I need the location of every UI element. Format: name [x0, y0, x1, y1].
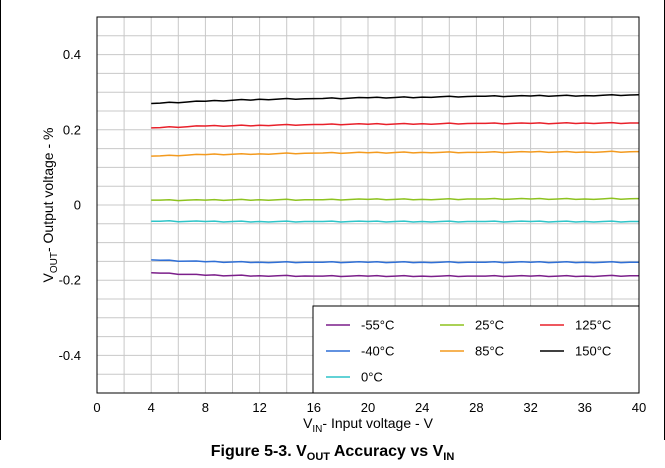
- x-tick-label: 32: [523, 400, 537, 415]
- x-tick-label: 40: [632, 400, 646, 415]
- y-axis-label: VOUT- Output voltage - %: [40, 128, 60, 283]
- series-line-5: [151, 94, 640, 105]
- x-tick-label: 12: [252, 400, 266, 415]
- legend-label: 0°C: [361, 370, 383, 385]
- series-line-6: [151, 220, 639, 223]
- x-tick-label: 16: [307, 400, 321, 415]
- x-tick-label: 8: [202, 400, 209, 415]
- y-tick-labels: -0.4 -0.2 0 0.2 0.4: [59, 47, 81, 363]
- x-tick-label: 28: [469, 400, 483, 415]
- legend-label: 25°C: [475, 318, 504, 333]
- x-axis-label: VIN- Input voltage - V: [303, 415, 434, 435]
- legend: -55°C 25°C 125°C -40°C 85°C 150°C 0°C: [312, 305, 640, 394]
- y-tick-label: 0.2: [63, 122, 81, 137]
- legend-label: 150°C: [575, 344, 611, 359]
- legend-label: 125°C: [575, 318, 611, 333]
- y-tick-label: 0: [74, 198, 81, 213]
- x-tick-label: 24: [415, 400, 429, 415]
- series-line-0: [151, 271, 640, 278]
- x-tick-label: 0: [93, 400, 100, 415]
- y-tick-label: -0.4: [59, 348, 81, 363]
- legend-box: [312, 305, 640, 394]
- series-line-4: [151, 150, 640, 157]
- legend-label: -40°C: [361, 344, 394, 359]
- series-group: [151, 94, 640, 278]
- y-tick-label: 0.4: [63, 47, 81, 62]
- series-line-3: [151, 259, 639, 264]
- x-tick-label: 20: [361, 400, 375, 415]
- x-tick-labels: 0 4 8 12 16 20 24 28 32 36 40: [93, 400, 646, 415]
- figure-caption: Figure 5-3. VOUT Accuracy vs VIN: [210, 443, 455, 464]
- legend-label: -55°C: [361, 318, 394, 333]
- x-tick-label: 4: [148, 400, 155, 415]
- legend-label: 85°C: [475, 344, 504, 359]
- series-line-2: [151, 121, 639, 129]
- series-line-1: [151, 197, 640, 202]
- y-tick-label: -0.2: [59, 273, 81, 288]
- legend-items: -55°C 25°C 125°C -40°C 85°C 150°C 0°C: [326, 318, 611, 385]
- x-tick-label: 36: [578, 400, 592, 415]
